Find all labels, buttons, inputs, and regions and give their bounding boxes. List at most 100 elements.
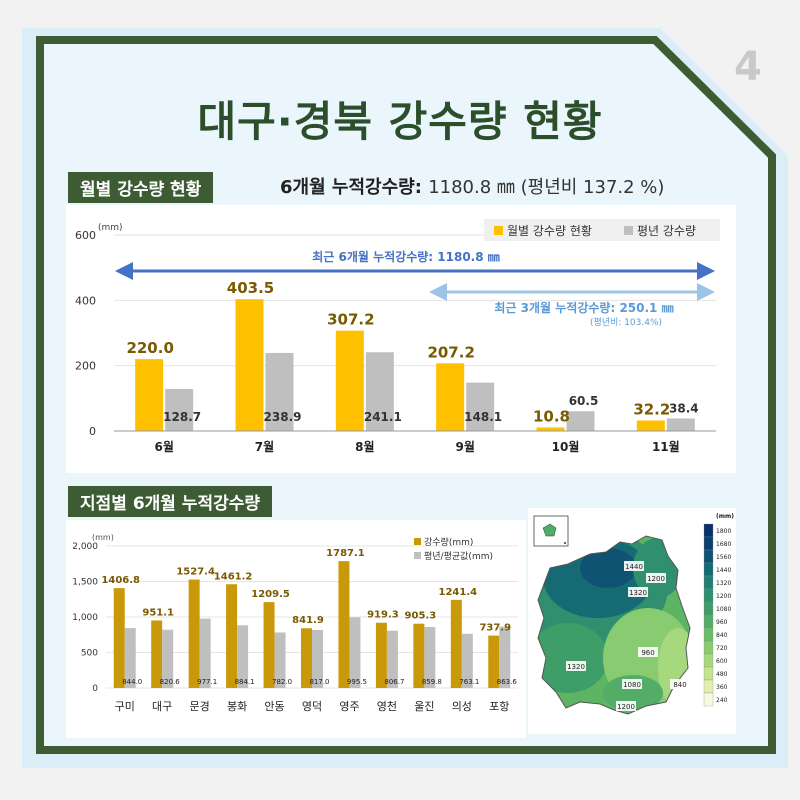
data-label-normal: 241.1 (364, 410, 402, 424)
x-tick-label: 영주 (339, 700, 359, 713)
x-tick-label: 8월 (355, 439, 374, 454)
colorbar-swatch (703, 562, 714, 577)
x-tick-label: 11월 (652, 439, 680, 454)
y-tick-label: 2,000 (72, 542, 98, 552)
bar-monthly (335, 330, 364, 431)
rainfall-map-panel: 1440 1200 1320 960 1320 1080 840 1200 (mm) 1800 1… (528, 508, 736, 734)
data-label-station: 905.3 (405, 611, 437, 622)
contour-label-bg (638, 647, 658, 657)
bar-normal (566, 411, 595, 431)
legend-swatch-station (414, 538, 421, 545)
bar-station (488, 635, 500, 688)
colorbar-tick: 360 (716, 684, 728, 691)
contour-label-bg (624, 561, 644, 571)
colorbar-tick: 960 (716, 619, 728, 626)
monthly-chart-panel: (mm) 0 200 400 600 220.0 128.7 6월 403.5 238.9 7월 30… (66, 205, 736, 473)
colorbar-swatch (703, 640, 714, 655)
data-label-station-normal: 763.1 (459, 678, 479, 686)
data-label-station-normal: 817.0 (309, 678, 329, 686)
page-number: 4 (734, 44, 762, 90)
contour-label-bg (566, 661, 586, 671)
legend-box (484, 219, 720, 241)
colorbar-swatch (703, 627, 714, 642)
contour-label-bg (646, 573, 666, 583)
bar-monthly (235, 299, 264, 431)
page-title: 대구·경북 강수량 현황 (197, 97, 603, 146)
colorbar-swatch (703, 614, 714, 629)
bar-station (151, 620, 163, 688)
data-label-normal: 238.9 (264, 410, 302, 424)
data-label-normal: 128.7 (163, 410, 201, 424)
x-tick-label: 안동 (264, 700, 284, 713)
bar-station-normal (124, 628, 136, 688)
x-tick-label: 영덕 (302, 700, 322, 713)
bar-station-normal (386, 630, 398, 688)
colorbar-tick: 1800 (716, 528, 731, 535)
bar-station (375, 622, 387, 688)
contour-label: 1440 (625, 563, 643, 571)
bar-station-normal (274, 632, 286, 688)
bar-station (226, 584, 238, 688)
data-label-monthly: 10.8 (533, 407, 570, 425)
bar-station (413, 623, 425, 688)
bar-station-normal (349, 617, 361, 688)
annotation-3-month: 최근 3개월 누적강수량: 250.1 ㎜ (494, 300, 673, 315)
colorbar-tick: 1560 (716, 554, 731, 561)
legend-swatch-monthly (494, 226, 503, 235)
data-label-station: 1787.1 (326, 548, 365, 559)
x-tick-label: 영천 (377, 699, 397, 713)
x-tick-label: 봉화 (227, 700, 247, 713)
data-label-station-normal: 806.7 (384, 678, 404, 686)
data-label-station-normal: 820.6 (160, 678, 181, 686)
section-station-label: 지점별 6개월 누적강수량 (68, 486, 273, 517)
x-tick-label: 6월 (154, 439, 173, 454)
y-unit-label: (mm) (92, 533, 114, 542)
colorbar-tick: 1440 (716, 567, 731, 574)
y-tick-label: 200 (75, 360, 96, 373)
contour-label-bg (670, 679, 690, 689)
data-label-station-normal: 884.1 (235, 678, 255, 686)
colorbar-swatch (703, 692, 714, 707)
colorbar-swatch (703, 549, 714, 564)
data-label-station: 1527.4 (176, 567, 215, 578)
data-label-monthly: 32.2 (633, 400, 670, 418)
x-tick-label: 대구 (152, 700, 172, 713)
y-tick-label: 0 (89, 425, 96, 438)
contour-label-bg (622, 679, 642, 689)
colorbar-unit: (mm) (716, 513, 734, 520)
y-tick-label: 400 (75, 294, 96, 307)
bar-station (188, 579, 200, 688)
data-label-station-normal: 844.0 (122, 678, 142, 686)
bar-station-normal (237, 625, 249, 688)
x-tick-label: 의성 (452, 700, 472, 713)
contour-label-bg (628, 587, 648, 597)
data-label-station: 1406.8 (101, 575, 140, 586)
annotation-6-month: 최근 6개월 누적강수량: 1180.8 ㎜ (312, 249, 500, 264)
bar-normal (265, 352, 294, 431)
data-label-monthly: 220.0 (126, 339, 173, 357)
bar-monthly (135, 359, 164, 431)
y-unit-label: (mm) (98, 223, 123, 233)
cumulative-summary: 6개월 누적강수량: 1180.8 ㎜ (평년비 137.2 %) (280, 173, 664, 199)
bar-normal (365, 352, 394, 431)
bar-normal (666, 418, 695, 431)
y-tick-label: 1,500 (72, 578, 98, 588)
bar-station-normal (199, 618, 211, 688)
colorbar-tick: 1320 (716, 580, 731, 587)
data-label-monthly: 207.2 (427, 343, 474, 361)
contour-label: 1320 (567, 663, 585, 671)
colorbar-swatch (703, 536, 714, 551)
colorbar-swatch (703, 575, 714, 590)
data-label-station: 737.9 (479, 623, 511, 634)
contour-label: 1200 (617, 703, 635, 711)
y-tick-label: 0 (92, 684, 98, 694)
data-label-monthly: 403.5 (227, 279, 274, 297)
legend-swatch-station-normal (414, 552, 421, 559)
y-tick-label: 600 (75, 229, 96, 242)
legend-swatch-normal (624, 226, 633, 235)
colorbar-tick: 1200 (716, 593, 731, 600)
bar-station (450, 599, 462, 688)
colorbar-swatch (703, 601, 714, 616)
colorbar-tick: 600 (716, 658, 728, 665)
